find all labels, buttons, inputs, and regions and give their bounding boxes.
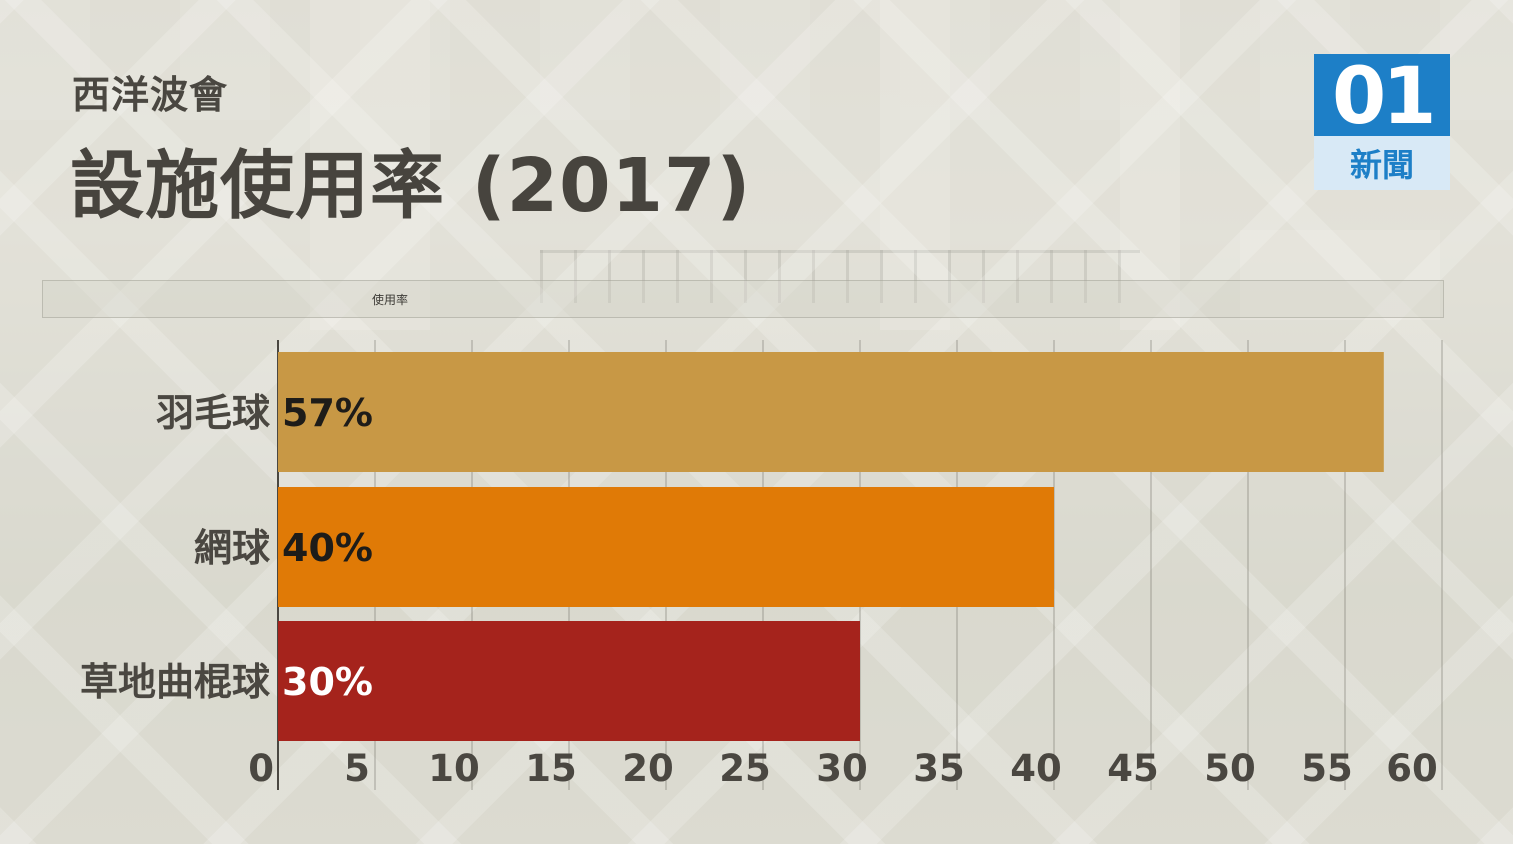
x-tick-label: 50 [1204,747,1256,790]
x-tick-label: 60 [1386,747,1438,790]
bar [278,621,860,741]
chart-title: 設施使用率 (2017) [70,143,752,229]
logo-top-block [1314,54,1450,136]
logo-number: 01 [1332,52,1437,142]
x-tick-label: 15 [525,747,577,790]
category-label: 網球 [194,526,271,570]
legend-box [42,280,1444,318]
category-label: 草地曲棍球 [80,660,271,704]
legend-label: 使用率 [372,293,409,307]
logo-text: 新聞 [1349,146,1414,184]
x-tick-label: 30 [816,747,868,790]
x-tick-label: 0 [248,747,274,790]
value-label: 30% [282,660,373,704]
x-tick-label: 45 [1107,747,1159,790]
x-tick-label: 20 [622,747,674,790]
labels: 羽毛球 57% 網球 40% 草地曲棍球 30%0 5 10 15 20 25 30 35 40 45 50 5… [80,391,1438,790]
x-tick-label: 40 [1010,747,1062,790]
bar [278,352,1384,472]
bars [278,352,1384,741]
x-tick-label: 35 [913,747,965,790]
x-tick-label: 10 [428,747,480,790]
x-tick-label: 5 [344,747,370,790]
value-label: 57% [282,391,373,435]
x-tick-label: 55 [1301,747,1353,790]
category-label: 羽毛球 [156,391,271,435]
hk01-logo: 01 新聞 [1314,54,1450,190]
chart-subtitle: 西洋波會 [72,73,229,117]
bar [278,487,1054,607]
value-label: 40% [282,526,373,570]
logo-bottom-block [1314,136,1450,190]
x-tick-label: 25 [719,747,771,790]
